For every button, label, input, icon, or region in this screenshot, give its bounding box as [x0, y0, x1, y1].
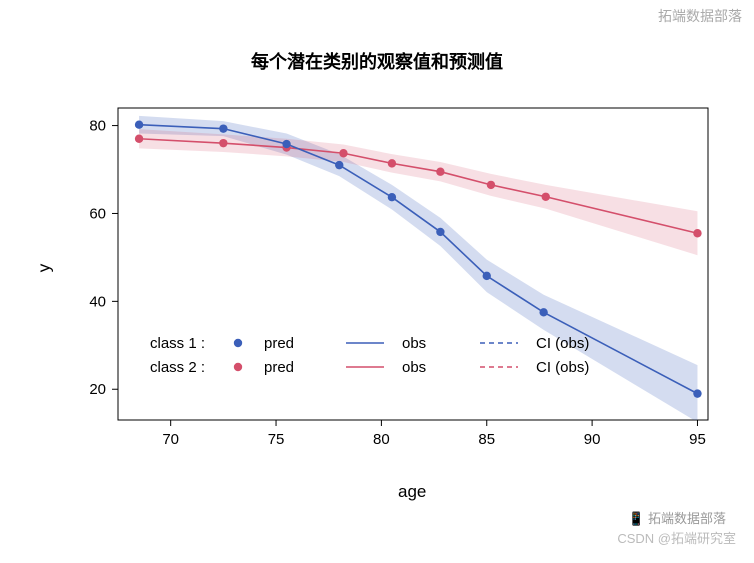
x-tick-label: 80: [373, 431, 390, 448]
class1-point: [219, 124, 227, 132]
y-axis-label: y: [34, 264, 54, 273]
chart-plot-area: 70 75 80 85 90 95 20 40 60 80 class 1 : pred obs CI (…: [0, 0, 754, 563]
y-tick-label: 60: [89, 205, 106, 222]
legend-ci-label: CI (obs): [536, 335, 589, 352]
legend-class-label: class 1 :: [150, 335, 205, 352]
y-tick-label: 80: [89, 118, 106, 135]
class2-point: [487, 181, 495, 189]
legend-obs-label: obs: [402, 359, 426, 376]
legend-pred-label: pred: [264, 359, 294, 376]
y-tick-label: 40: [89, 293, 106, 310]
class1-point: [282, 140, 290, 148]
class2-point: [693, 229, 701, 237]
legend-pred-marker: [234, 363, 242, 371]
class1-point: [693, 389, 701, 397]
x-tick-label: 90: [584, 431, 601, 448]
class2-point: [542, 193, 550, 201]
x-tick-label: 70: [162, 431, 179, 448]
class1-point: [388, 193, 396, 201]
class2-point: [219, 139, 227, 147]
class1-point: [483, 272, 491, 280]
class2-ci-ribbon: [139, 129, 697, 255]
class1-point: [335, 161, 343, 169]
legend-obs-label: obs: [402, 335, 426, 352]
class2-point: [436, 168, 444, 176]
legend-class-label: class 2 :: [150, 359, 205, 376]
class2-point: [339, 149, 347, 157]
class1-point: [436, 228, 444, 236]
x-axis-label: age: [398, 482, 426, 502]
x-tick-label: 95: [689, 431, 706, 448]
legend-pred-label: pred: [264, 335, 294, 352]
x-tick-label: 75: [268, 431, 285, 448]
x-tick-label: 85: [478, 431, 495, 448]
legend-ci-label: CI (obs): [536, 359, 589, 376]
class2-point: [388, 159, 396, 167]
legend-pred-marker: [234, 339, 242, 347]
class2-point: [135, 135, 143, 143]
class1-point: [539, 308, 547, 316]
class1-point: [135, 120, 143, 128]
y-tick-label: 20: [89, 381, 106, 398]
